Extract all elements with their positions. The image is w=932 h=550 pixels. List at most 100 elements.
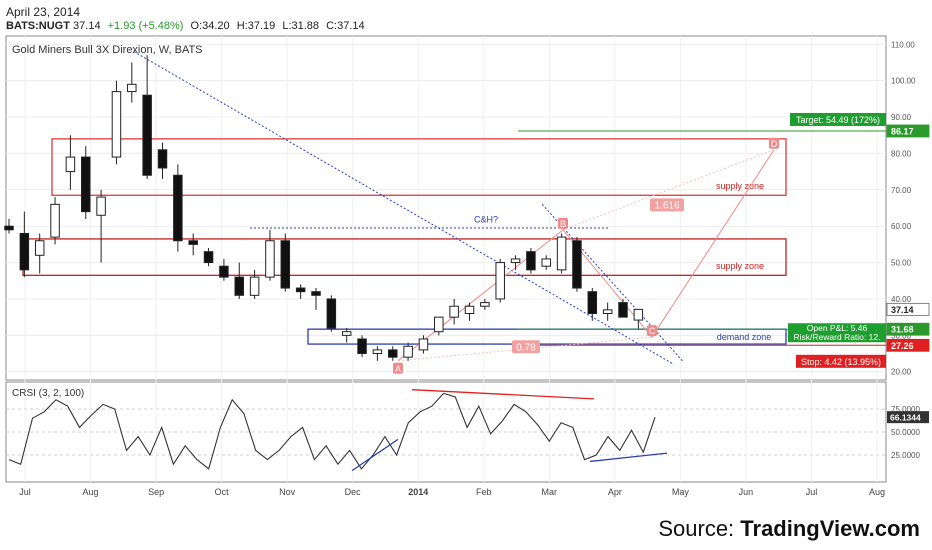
price-tag-label: 86.17 bbox=[891, 126, 914, 136]
target-label: Target: 54.49 (172%) bbox=[796, 115, 880, 125]
chart-date: April 23, 2014 bbox=[6, 5, 81, 19]
candle-up bbox=[480, 302, 490, 307]
price-tag bbox=[886, 322, 930, 336]
point-a-label: A bbox=[395, 364, 401, 374]
symbol-label[interactable]: BATS:NUGT bbox=[6, 20, 70, 32]
harmonic-ac-line bbox=[397, 336, 653, 362]
y-tick-label: 70.00 bbox=[891, 186, 912, 195]
x-tick-label: Aug bbox=[869, 487, 885, 497]
price-tag-label: 27.26 bbox=[891, 341, 914, 351]
quote-bar: BATS:NUGT 37.14 +1.93 (+5.48%) O:34.20 H… bbox=[6, 20, 369, 32]
point-b-label: B bbox=[560, 219, 566, 229]
fib-078-label: 0.78 bbox=[516, 342, 536, 353]
y-tick-label: 50.00 bbox=[891, 259, 912, 268]
candle-down bbox=[203, 251, 214, 264]
candle-up bbox=[127, 83, 137, 93]
y-tick-label: 20.00 bbox=[891, 368, 912, 377]
candle-down bbox=[219, 265, 229, 278]
candle-up bbox=[418, 338, 429, 351]
bullish-divergence-line-2 bbox=[589, 452, 668, 463]
candle-down bbox=[357, 338, 367, 355]
candle-down bbox=[587, 291, 598, 315]
candle-up bbox=[541, 258, 551, 267]
x-tick-label: May bbox=[672, 487, 690, 497]
cup-handle-label: C&H? bbox=[474, 214, 498, 224]
bearish-divergence-line bbox=[411, 389, 595, 400]
candle-up bbox=[464, 305, 475, 315]
low-value: L:31.88 bbox=[282, 20, 320, 32]
x-tick-label: Oct bbox=[215, 487, 230, 497]
y-tick-label: 100.00 bbox=[891, 77, 916, 86]
price-tag bbox=[886, 124, 930, 138]
last-price: 37.14 bbox=[73, 20, 101, 32]
candle-down bbox=[142, 94, 152, 176]
candle-down bbox=[295, 287, 306, 293]
fib-1616-label: 1.616 bbox=[654, 200, 679, 211]
candle-up bbox=[602, 309, 613, 315]
open-pl-label: Open P&L: 5.46 bbox=[807, 323, 868, 333]
high-value: H:37.19 bbox=[236, 20, 276, 32]
y-tick-label: 80.00 bbox=[891, 149, 912, 158]
candle-up bbox=[65, 156, 76, 173]
stop-box bbox=[796, 354, 886, 368]
candle-up bbox=[495, 262, 505, 300]
candle-down bbox=[4, 225, 14, 231]
indicator-y-tick-label: 75.0000 bbox=[891, 405, 920, 414]
candle-down bbox=[388, 349, 398, 358]
candle-down bbox=[188, 240, 198, 245]
fib-078-box bbox=[512, 340, 540, 354]
y-tick-label: 90.00 bbox=[891, 113, 912, 122]
candle-down bbox=[234, 276, 244, 296]
downtrend-line bbox=[133, 51, 675, 365]
target-box bbox=[790, 112, 886, 126]
supply-zone-lower-label: supply zone bbox=[716, 261, 764, 271]
y-tick-label: 110.00 bbox=[891, 40, 915, 49]
indicator-value-label: 66.1344 bbox=[890, 413, 921, 423]
price-change: +1.93 (+5.48%) bbox=[107, 20, 184, 32]
supply-zone-upper-label: supply zone bbox=[716, 181, 764, 191]
crsi-line bbox=[8, 392, 656, 470]
close-value: C:37.14 bbox=[326, 20, 365, 32]
price-tag bbox=[886, 302, 930, 316]
indicator-y-tick-label: 50.0000 bbox=[891, 428, 920, 437]
candle-up bbox=[633, 308, 644, 321]
candle-up bbox=[34, 240, 45, 256]
indicator-title: CRSI (3, 2, 100) bbox=[12, 388, 84, 399]
candle-down bbox=[618, 302, 628, 318]
chart-title: Gold Miners Bull 3X Direxion, W, BATS bbox=[12, 44, 203, 56]
y-tick-label: 60.00 bbox=[891, 222, 912, 231]
candle-up bbox=[341, 331, 352, 336]
candle-up bbox=[96, 196, 106, 216]
x-tick-label: Jun bbox=[739, 487, 754, 497]
indicator-y-tick-label: 25.0000 bbox=[891, 451, 920, 460]
candle-down bbox=[280, 240, 291, 289]
harmonic-bd-line bbox=[562, 149, 775, 231]
candle-up bbox=[372, 349, 383, 355]
point-c-marker bbox=[647, 325, 657, 337]
candle-down bbox=[81, 156, 91, 213]
point-c-label: C bbox=[649, 326, 656, 336]
x-tick-label: Sep bbox=[148, 487, 164, 497]
candle-down bbox=[311, 291, 321, 296]
x-tick-label: Dec bbox=[345, 487, 362, 497]
x-tick-label: Jul bbox=[19, 487, 31, 497]
harmonic-pattern-line bbox=[397, 149, 775, 362]
candle-down bbox=[173, 174, 183, 242]
point-d-marker bbox=[769, 137, 779, 149]
candle-up bbox=[50, 203, 60, 238]
open-value: O:34.20 bbox=[190, 20, 230, 32]
candle-down bbox=[526, 251, 536, 271]
candle-up bbox=[403, 345, 413, 358]
candle-up bbox=[265, 240, 275, 278]
candle-down bbox=[572, 240, 582, 289]
x-tick-label: 2014 bbox=[408, 487, 428, 497]
stop-label: Stop: 4.42 (13.95%) bbox=[801, 357, 881, 367]
indicator-value-tag bbox=[887, 411, 929, 424]
x-tick-label: Feb bbox=[476, 487, 492, 497]
risk-reward-label: Risk/Reward Ratio: 12. bbox=[794, 332, 881, 342]
candle-up bbox=[111, 91, 122, 158]
candle-up bbox=[449, 305, 459, 318]
candle-up bbox=[556, 236, 567, 271]
point-a-marker bbox=[393, 362, 403, 374]
